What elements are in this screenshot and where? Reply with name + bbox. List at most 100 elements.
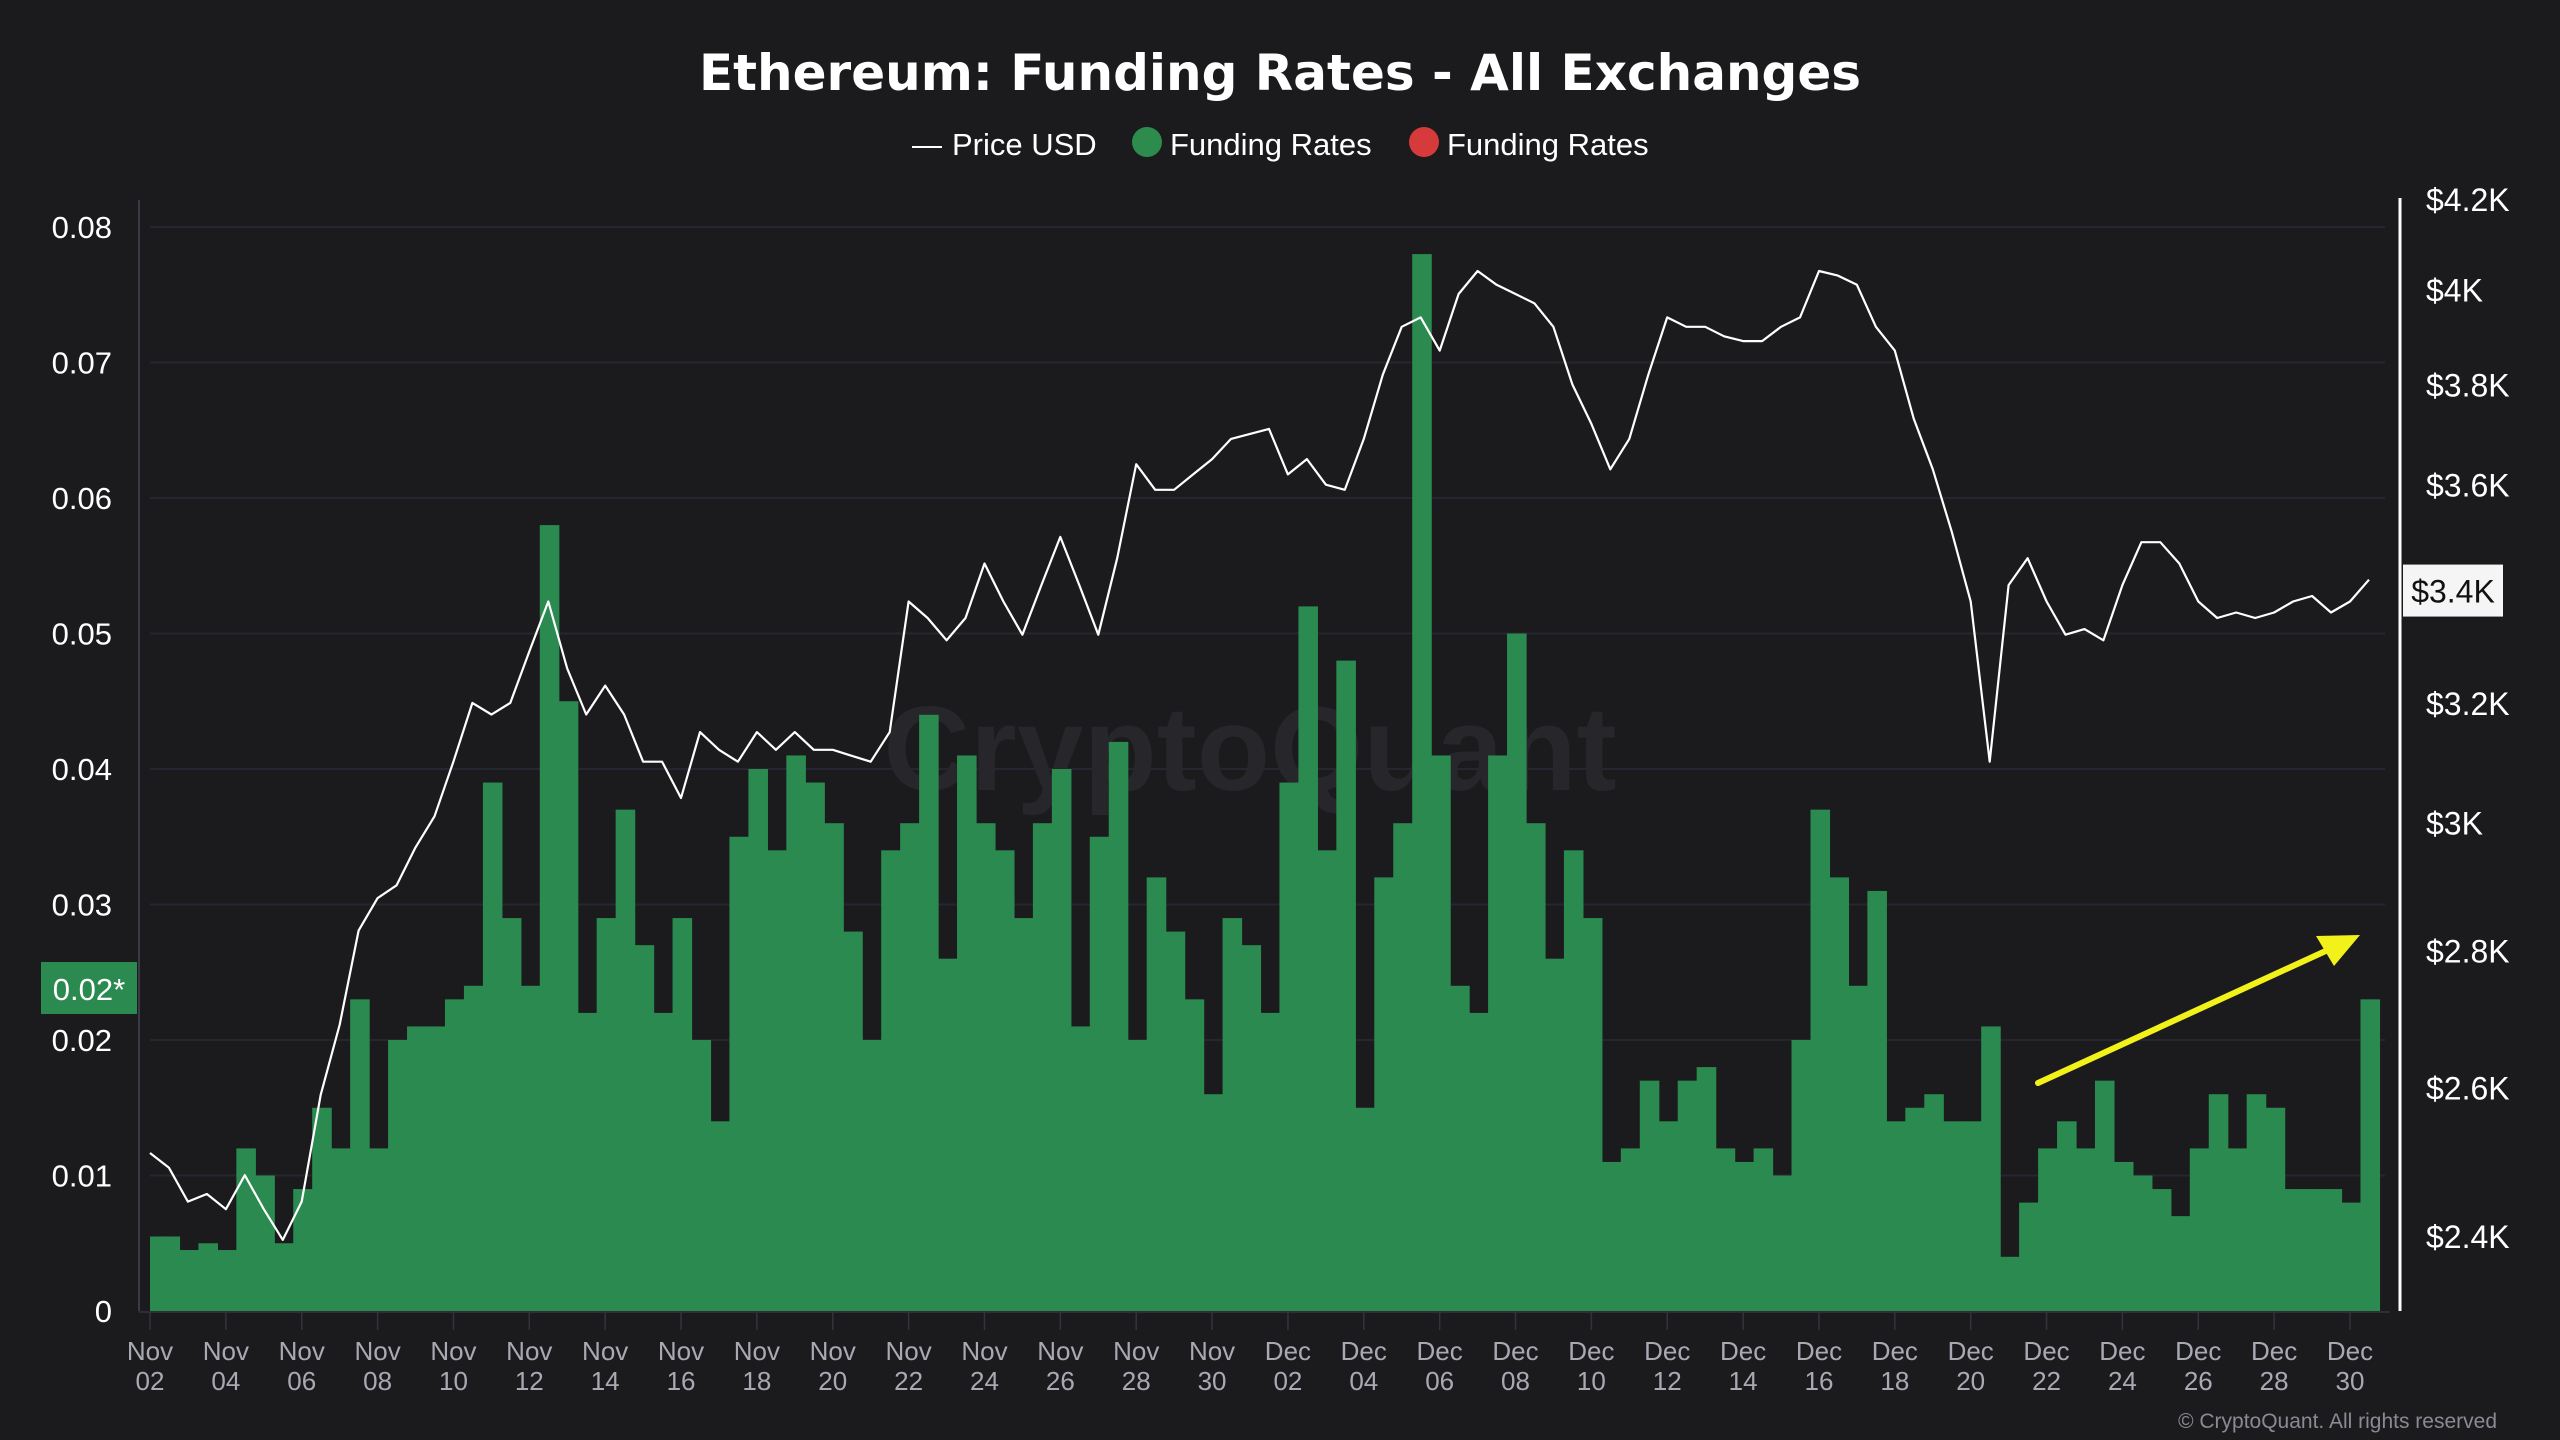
funding-bar — [482, 782, 503, 1311]
x-tick-month: Nov — [354, 1336, 400, 1366]
funding-bar — [1336, 660, 1356, 1311]
funding-bar — [426, 1026, 446, 1311]
funding-bar — [729, 836, 750, 1311]
funding-bar — [2360, 999, 2381, 1311]
funding-bar — [2322, 1189, 2343, 1311]
trend-arrow-annotation — [2035, 935, 2360, 1086]
funding-bar — [2189, 1148, 2210, 1311]
x-tick-day: 18 — [1880, 1366, 1909, 1396]
legend-item-funding-negative[interactable]: Funding Rates — [1409, 127, 1649, 162]
x-tick-day: 14 — [591, 1366, 620, 1396]
funding-marker-box — [41, 962, 137, 1014]
x-tick-month: Dec — [1720, 1336, 1766, 1366]
x-tick-month: Nov — [810, 1336, 856, 1366]
y-tick-label: 0.05 — [52, 617, 112, 652]
price-line — [149, 269, 2370, 1241]
y-tick-label: 0.07 — [52, 346, 112, 381]
funding-bar — [2132, 1175, 2153, 1311]
legend-label-funding-positive: Funding Rates — [1170, 127, 1372, 162]
funding-bar — [824, 823, 844, 1311]
x-tick-day: 20 — [1956, 1366, 1985, 1396]
funding-bar — [160, 1236, 181, 1311]
x-tick-month: Nov — [279, 1336, 325, 1366]
x-tick-month: Dec — [1948, 1336, 1994, 1366]
funding-bar — [255, 1175, 275, 1311]
funding-bar — [1848, 985, 1868, 1311]
x-tick-month: Dec — [2099, 1336, 2145, 1366]
x-tick-month: Nov — [127, 1336, 173, 1366]
funding-bar — [1089, 836, 1110, 1311]
x-tick-month: Dec — [2023, 1336, 2069, 1366]
x-tick-month: Nov — [430, 1336, 476, 1366]
funding-bar — [919, 714, 939, 1311]
funding-bar — [1772, 1175, 1793, 1311]
funding-bar — [615, 809, 636, 1311]
x-tick-day: 16 — [667, 1366, 696, 1396]
x-tick-day: 04 — [211, 1366, 240, 1396]
funding-bar — [1070, 1026, 1091, 1311]
funding-bar — [539, 525, 560, 1311]
price-current-marker: $3.4K — [2403, 564, 2503, 617]
funding-bar — [1374, 877, 1394, 1311]
funding-bar — [369, 1148, 389, 1311]
x-tick-day: 08 — [1501, 1366, 1530, 1396]
funding-bar — [710, 1121, 731, 1311]
funding-bar — [805, 782, 825, 1311]
price-tick-label: $4K — [2426, 272, 2483, 308]
x-tick-month: Dec — [1341, 1336, 1387, 1366]
y-tick-label: 0.08 — [52, 210, 112, 245]
funding-bar — [1393, 823, 1413, 1311]
x-tick-month: Nov — [885, 1336, 931, 1366]
legend-item-price[interactable]: Price USD — [912, 127, 1097, 162]
legend-dot-red-icon — [1409, 127, 1439, 157]
price-tick-label: $3K — [2426, 806, 2483, 842]
funding-bar — [1791, 1040, 1812, 1311]
funding-bar — [2000, 1256, 2020, 1311]
funding-bar — [1563, 850, 1584, 1311]
funding-current-marker: 0.02* — [41, 962, 137, 1014]
x-tick-month: Nov — [734, 1336, 780, 1366]
x-tick-month: Dec — [2175, 1336, 2221, 1366]
funding-bar — [843, 931, 863, 1311]
legend-label-funding-negative: Funding Rates — [1447, 127, 1649, 162]
legend-label-price: Price USD — [952, 127, 1097, 162]
funding-bar — [2076, 1148, 2096, 1311]
funding-bar — [1639, 1080, 1660, 1311]
funding-bar — [767, 850, 787, 1311]
x-tick-day: 06 — [1425, 1366, 1454, 1396]
legend-dot-green-icon — [1132, 127, 1162, 157]
funding-bar — [2019, 1202, 2039, 1311]
y-tick-label: 0.02 — [52, 1023, 112, 1058]
funding-bar — [1601, 1161, 1622, 1311]
price-tick-label: $2.4K — [2426, 1219, 2510, 1255]
funding-bar — [1013, 918, 1034, 1311]
price-tick-label: $3.6K — [2426, 468, 2510, 504]
funding-bar — [691, 1040, 712, 1311]
funding-bar — [938, 958, 958, 1311]
x-tick-month: Nov — [1189, 1336, 1235, 1366]
x-tick-day: 28 — [1122, 1366, 1151, 1396]
funding-bar — [312, 1107, 332, 1311]
copyright-notice: © CryptoQuant. All rights reserved — [2178, 1410, 2497, 1433]
funding-bar — [2265, 1107, 2286, 1311]
funding-bar — [1905, 1107, 1925, 1311]
legend-item-funding-positive[interactable]: Funding Rates — [1132, 127, 1372, 162]
y-tick-label: 0.03 — [52, 888, 112, 923]
x-tick-month: Dec — [1492, 1336, 1538, 1366]
funding-bar — [2246, 1094, 2267, 1311]
funding-bar — [1943, 1121, 1963, 1311]
x-tick-month: Dec — [1417, 1336, 1463, 1366]
funding-bar — [2094, 1080, 2115, 1311]
funding-bar — [577, 1012, 598, 1311]
funding-bar — [1279, 782, 1300, 1311]
funding-bar — [388, 1040, 408, 1311]
x-tick-month: Nov — [1037, 1336, 1083, 1366]
funding-bar — [672, 918, 693, 1311]
funding-bar — [1184, 999, 1205, 1311]
funding-bar — [748, 769, 768, 1311]
funding-bar — [179, 1250, 200, 1311]
x-tick-month: Dec — [1644, 1336, 1690, 1366]
funding-bar — [1829, 877, 1850, 1311]
funding-bar — [1298, 606, 1318, 1311]
